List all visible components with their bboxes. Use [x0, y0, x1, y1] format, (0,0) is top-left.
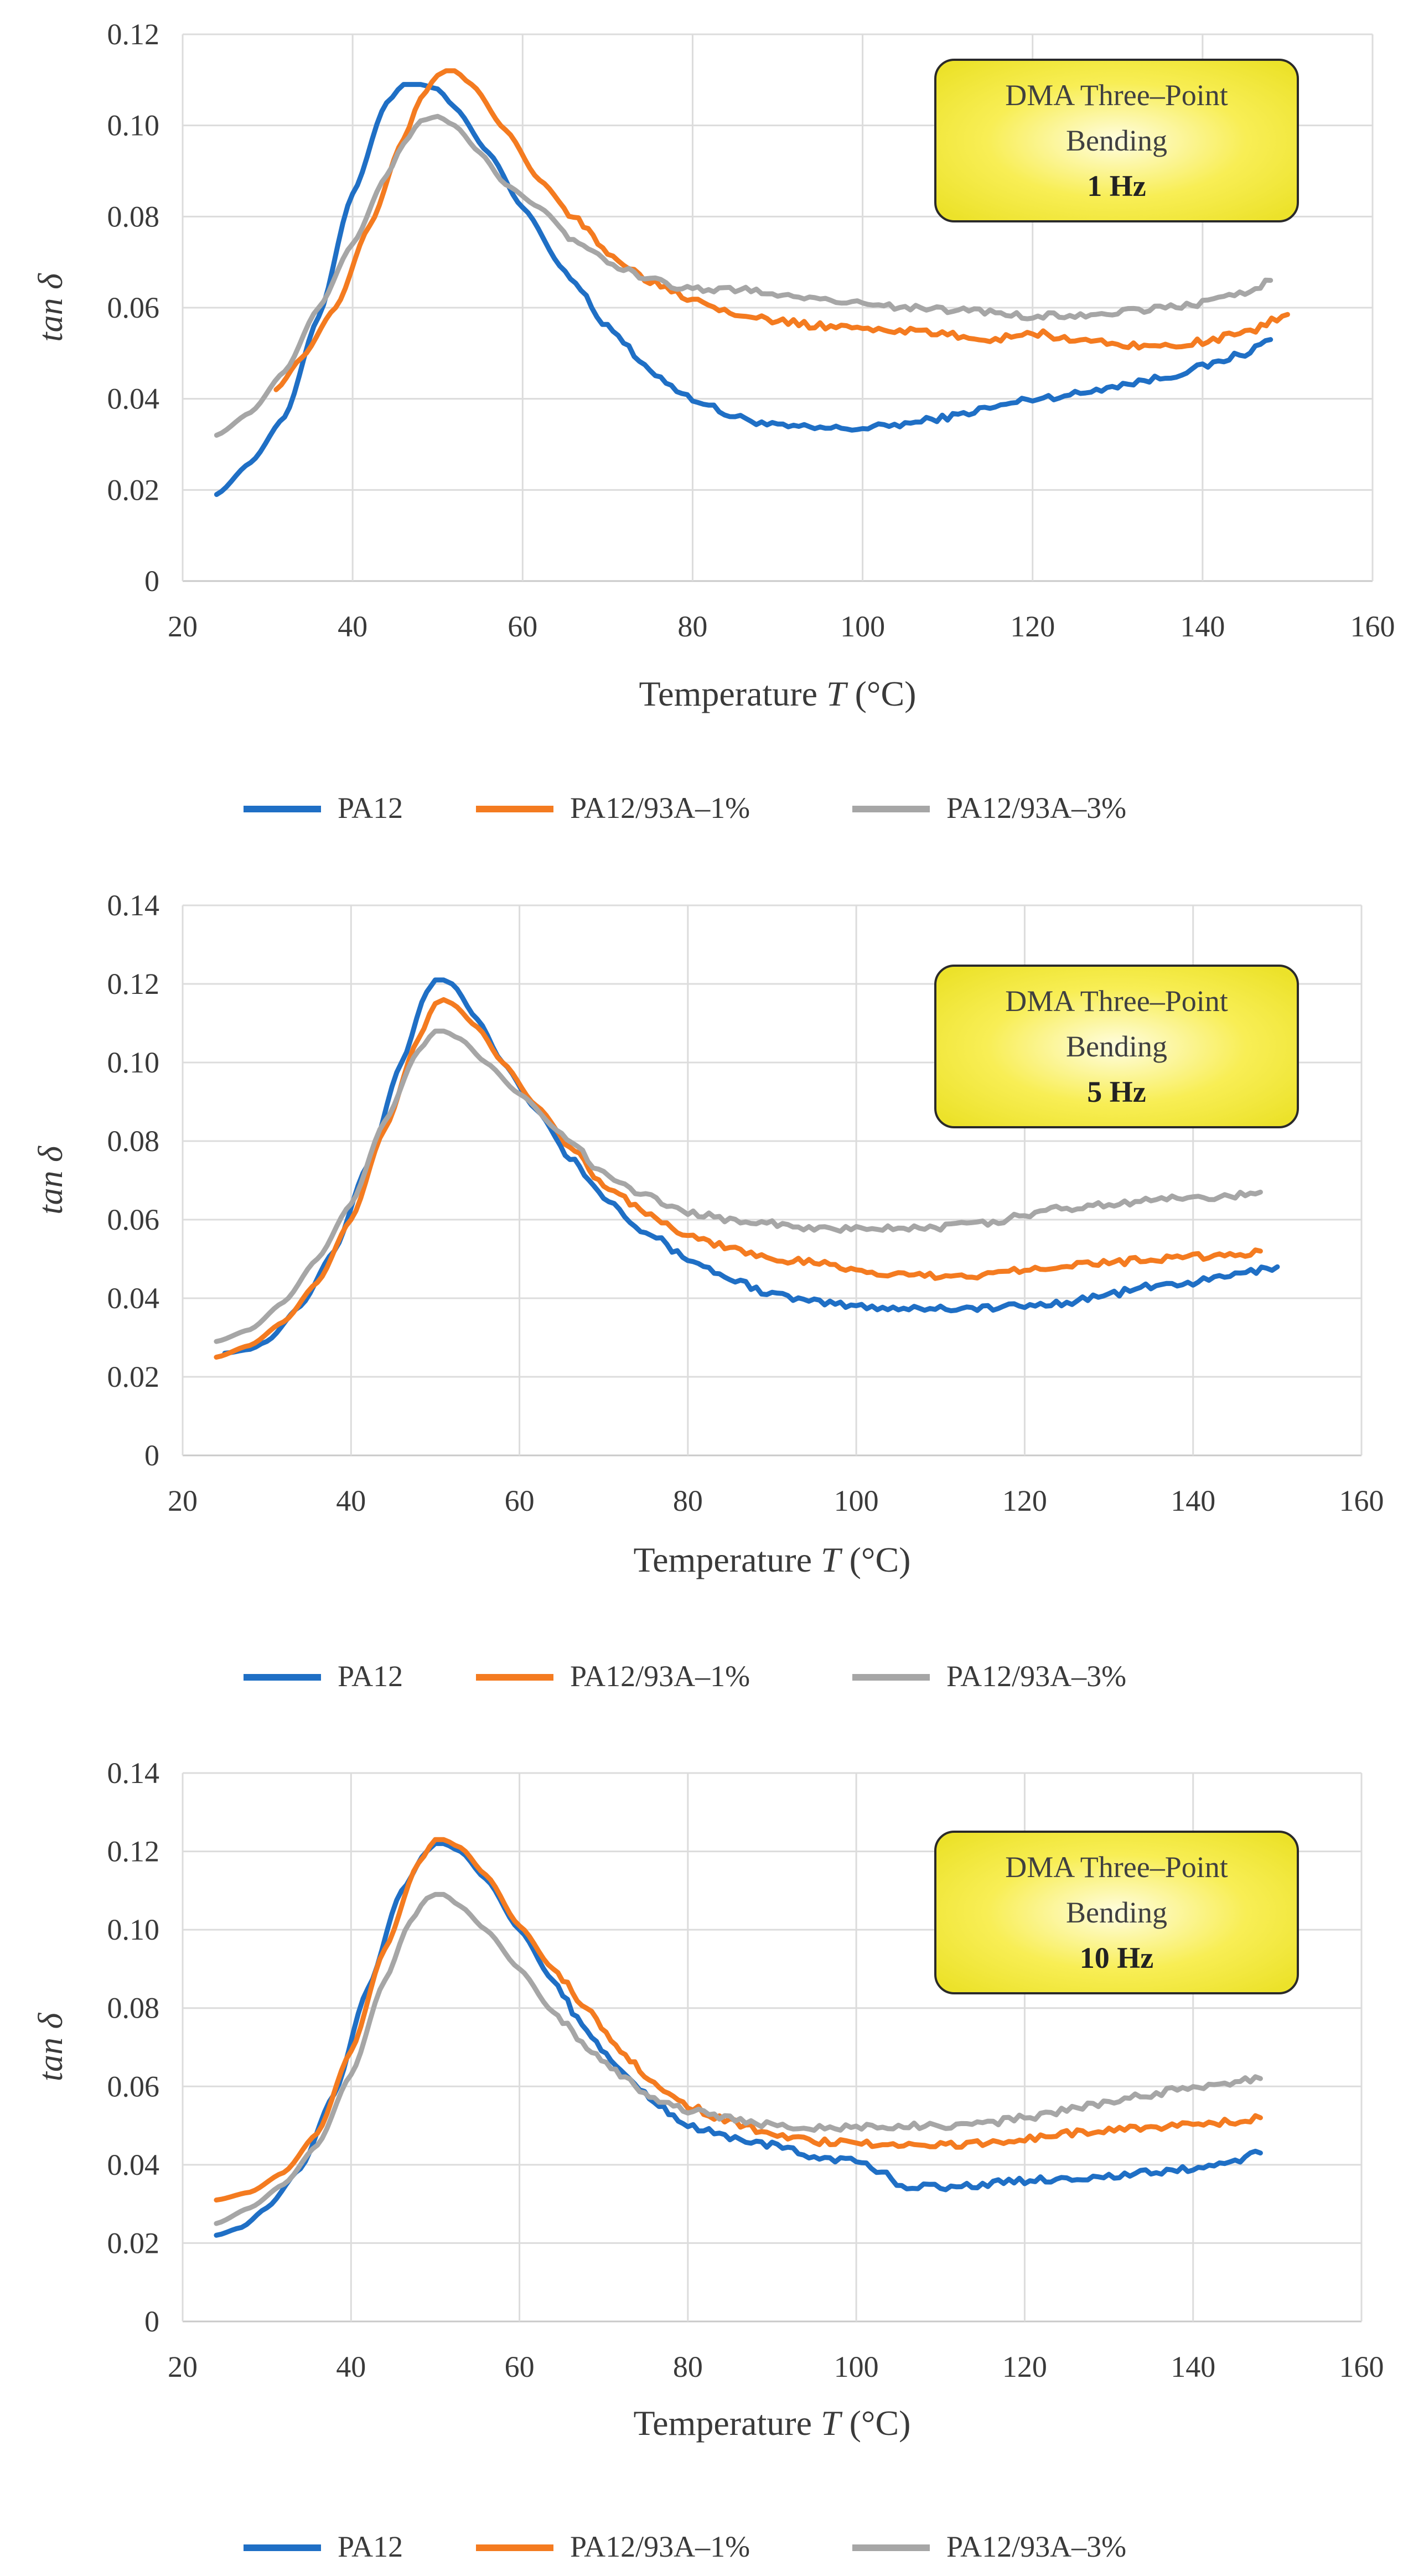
x-axis-title: Temperature T (°C) — [639, 674, 917, 713]
legend-label: PA12/93A–3% — [946, 1660, 1126, 1693]
x-tick-label: 120 — [1002, 1484, 1047, 1517]
y-tick-label: 0.12 — [107, 1835, 160, 1868]
legend-label: PA12/93A–1% — [570, 2530, 750, 2563]
x-tick-label: 160 — [1339, 2350, 1384, 2383]
x-tick-label: 40 — [336, 1484, 366, 1517]
x-tick-label: 60 — [508, 610, 537, 643]
x-tick-label: 140 — [1171, 1484, 1215, 1517]
y-axis-title: tan δ — [32, 273, 70, 342]
annotation-line-2: Bending — [1066, 124, 1167, 157]
y-tick-label: 0 — [144, 1439, 159, 1472]
series-line-1 — [222, 977, 1280, 1356]
x-tick-label: 60 — [505, 1484, 535, 1517]
x-tick-label: 80 — [673, 2350, 703, 2383]
x-tick-label: 20 — [168, 1484, 198, 1517]
y-tick-label: 0.12 — [107, 967, 160, 1001]
series-line-3 — [214, 1028, 1263, 1344]
legend-label: PA12 — [338, 2530, 403, 2563]
x-tick-label: 140 — [1171, 2350, 1215, 2383]
annotation-line-1: DMA Three–Point — [1005, 1851, 1228, 1884]
x-tick-label: 20 — [168, 610, 198, 643]
y-tick-label: 0.02 — [107, 1360, 160, 1393]
annotation-box — [934, 59, 1299, 222]
x-tick-label: 20 — [168, 2350, 198, 2383]
series-line-2 — [273, 68, 1290, 392]
x-tick-label: 40 — [336, 2350, 366, 2383]
legend-label: PA12/93A–3% — [946, 791, 1126, 825]
series-line-1 — [214, 82, 1273, 497]
annotation-frequency: 5 Hz — [1087, 1075, 1146, 1108]
x-tick-label: 140 — [1180, 610, 1225, 643]
x-axis-title: Temperature T (°C) — [634, 1540, 911, 1579]
series-line-2 — [214, 997, 1263, 1360]
x-tick-label: 160 — [1339, 1484, 1384, 1517]
series-line-3 — [214, 1891, 1263, 2226]
annotation-line-1: DMA Three–Point — [1005, 79, 1228, 112]
annotation-line-2: Bending — [1066, 1030, 1167, 1063]
x-axis-title: Temperature T (°C) — [634, 2403, 911, 2443]
annotation-frequency: 10 Hz — [1080, 1941, 1153, 1974]
annotation-frequency: 1 Hz — [1087, 169, 1146, 203]
legend-label: PA12 — [338, 791, 403, 825]
annotation-box — [934, 965, 1299, 1128]
y-tick-label: 0.04 — [107, 2148, 160, 2181]
y-axis-title: tan δ — [32, 2013, 70, 2082]
y-tick-label: 0.08 — [107, 1124, 160, 1158]
y-tick-label: 0.12 — [107, 18, 160, 51]
y-axis-title: tan δ — [32, 1146, 70, 1215]
chart-2: 0 0.02 0.04 0.06 0.08 0.10 0.12 0.14 20 40 60 80 100… — [32, 889, 1384, 1693]
x-tick-label: 80 — [677, 610, 707, 643]
x-tick-label: 80 — [673, 1484, 703, 1517]
legend-label: PA12/93A–1% — [570, 791, 750, 825]
y-tick-label: 0.14 — [107, 889, 160, 922]
x-tick-label: 120 — [1002, 2350, 1047, 2383]
x-tick-label: 60 — [505, 2350, 535, 2383]
chart-3: 0 0.02 0.04 0.06 0.08 0.10 0.12 0.14 20 40 60 80 100… — [32, 1756, 1384, 2563]
y-tick-label: 0.02 — [107, 2226, 160, 2259]
y-tick-label: 0.08 — [107, 200, 160, 233]
y-tick-label: 0.06 — [107, 291, 160, 324]
legend-label: PA12/93A–3% — [946, 2530, 1126, 2563]
chart-1: 0 0.02 0.04 0.06 0.08 0.10 0.12 20 40 60 80 100 120 1… — [32, 18, 1395, 825]
legend-label: PA12/93A–1% — [570, 1660, 750, 1693]
y-tick-label: 0 — [144, 564, 159, 598]
series-line-1 — [214, 1841, 1263, 2238]
y-tick-label: 0.08 — [107, 1992, 160, 2025]
y-tick-label: 0.06 — [107, 2070, 160, 2103]
annotation-line-1: DMA Three–Point — [1005, 984, 1228, 1018]
annotation-line-2: Bending — [1066, 1896, 1167, 1929]
series-line-3 — [214, 113, 1273, 438]
y-tick-label: 0.02 — [107, 473, 160, 506]
x-tick-label: 40 — [338, 610, 367, 643]
y-tick-label: 0.04 — [107, 382, 160, 416]
x-tick-label: 100 — [834, 1484, 879, 1517]
y-tick-label: 0.10 — [107, 1913, 160, 1946]
x-tick-label: 100 — [840, 610, 885, 643]
annotation-box — [934, 1831, 1299, 1994]
y-tick-label: 0.14 — [107, 1756, 160, 1790]
y-tick-label: 0 — [144, 2305, 159, 2338]
x-tick-label: 160 — [1350, 610, 1395, 643]
y-tick-label: 0.04 — [107, 1282, 160, 1315]
y-tick-label: 0.10 — [107, 1046, 160, 1079]
x-tick-label: 100 — [834, 2350, 879, 2383]
legend-label: PA12 — [338, 1660, 403, 1693]
x-tick-label: 120 — [1010, 610, 1055, 643]
y-tick-label: 0.06 — [107, 1203, 160, 1236]
y-tick-label: 0.10 — [107, 109, 160, 142]
